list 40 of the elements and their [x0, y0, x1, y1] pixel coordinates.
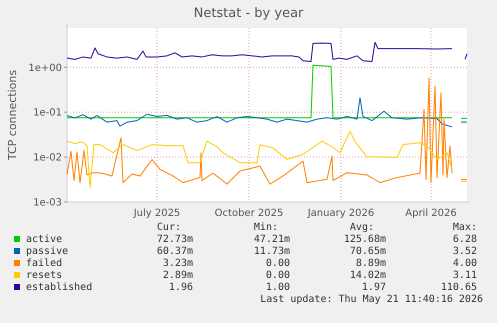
- text: 4.00: [452, 258, 477, 269]
- legend-label: established: [26, 282, 92, 293]
- text: 1.97: [362, 282, 386, 293]
- chart-title: Netstat - by year: [194, 6, 304, 21]
- text: Max:: [452, 222, 477, 233]
- text: 11.73m: [254, 246, 290, 257]
- y-tick-label: 1e+00: [28, 62, 62, 74]
- text: 0.00: [266, 270, 290, 281]
- text: 110.65: [440, 282, 477, 293]
- text: 3.11: [452, 270, 477, 281]
- text: 1.96: [168, 282, 193, 293]
- y-tick-label: 1e-01: [33, 108, 62, 119]
- y-tick-label: 1e-03: [33, 198, 62, 208]
- text: 3.52: [452, 246, 477, 257]
- text: 47.21m: [254, 234, 290, 245]
- text: 70.65m: [350, 246, 386, 257]
- text: 72.73m: [156, 234, 193, 245]
- legend-label: active: [26, 234, 62, 245]
- x-tick-label: October 2025: [214, 208, 284, 219]
- legend-label: failed: [26, 258, 62, 269]
- text: Last update: Thu May 21 11:40:16 2026: [260, 294, 483, 305]
- legend-label: passive: [26, 246, 68, 257]
- text: 1.00: [266, 282, 290, 293]
- text: 3.23m: [162, 258, 193, 269]
- text: Min:: [254, 222, 278, 233]
- x-tick-label: July 2025: [132, 208, 180, 219]
- text: 14.02m: [350, 270, 386, 281]
- text: 8.89m: [356, 258, 386, 269]
- text: 6.28: [452, 234, 477, 245]
- x-tick-label: April 2026: [405, 208, 457, 219]
- text: Cur:: [156, 222, 181, 233]
- y-tick-label: 1e-02: [33, 152, 62, 164]
- legend-label: resets: [26, 270, 62, 281]
- x-tick-label: January 2026: [306, 208, 374, 219]
- text: 125.68m: [344, 234, 386, 245]
- text: 2.89m: [162, 270, 193, 281]
- text: 0.00: [266, 258, 290, 269]
- text: 60.37m: [156, 246, 193, 257]
- text: Avg:: [350, 222, 374, 233]
- y-axis-title: TCP connections: [6, 70, 19, 162]
